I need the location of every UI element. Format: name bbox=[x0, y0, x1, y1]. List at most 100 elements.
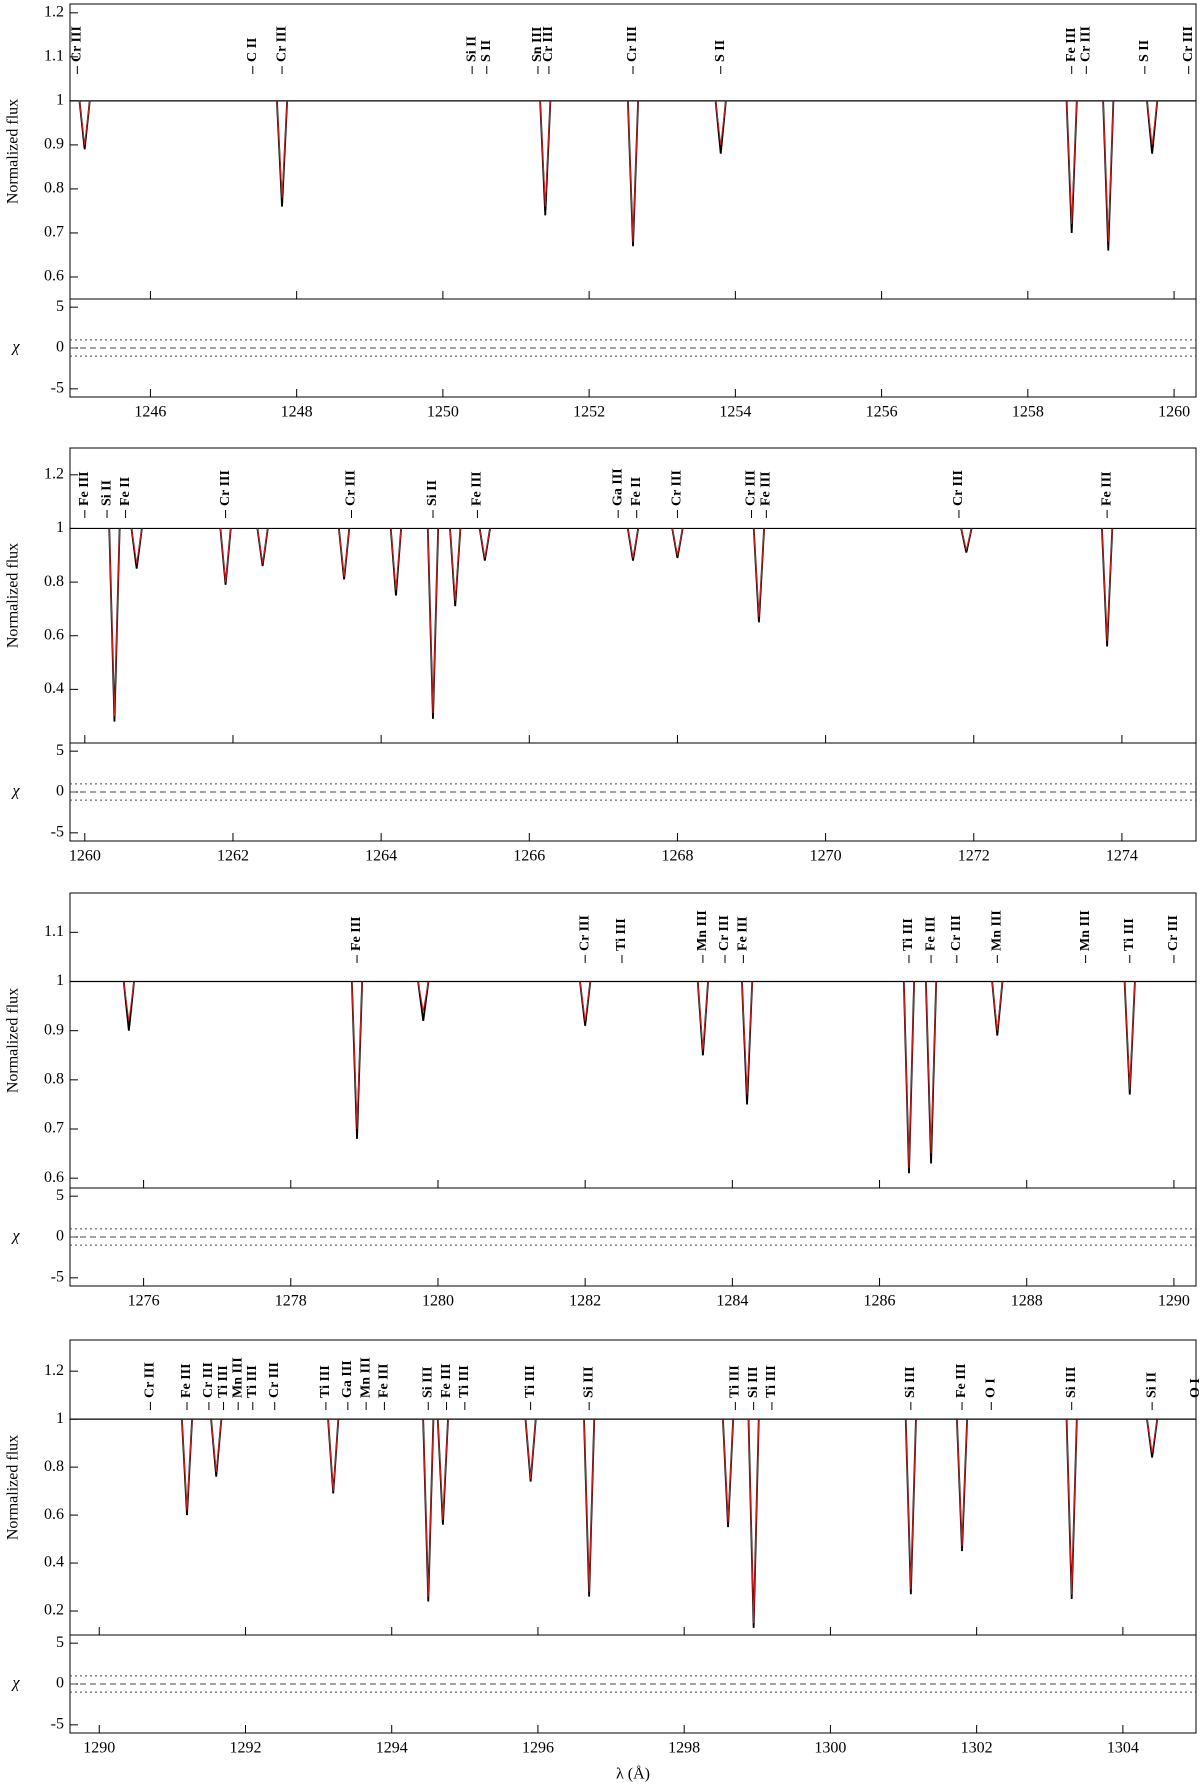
line-id: Si II bbox=[1144, 1372, 1159, 1398]
y-tick-label: 1 bbox=[56, 972, 64, 989]
observed-line bbox=[417, 981, 430, 1021]
observed-line bbox=[1123, 981, 1136, 1095]
x-tick-label: 1282 bbox=[569, 1293, 601, 1310]
residual-y-tick-label: 5 bbox=[56, 1187, 64, 1204]
y-tick-label: 1 bbox=[56, 92, 64, 109]
line-id: Si II bbox=[99, 480, 114, 506]
line-id: Mn III bbox=[230, 1357, 245, 1398]
y-tick-label: 1.2 bbox=[44, 3, 64, 20]
model-line bbox=[1124, 981, 1136, 1090]
plot-frame bbox=[69, 892, 1197, 1189]
observed-line bbox=[925, 981, 938, 1164]
model-line bbox=[960, 528, 973, 551]
x-tick-label: 1270 bbox=[810, 848, 842, 865]
model-line bbox=[79, 100, 91, 145]
model-line bbox=[219, 528, 232, 583]
line-id: Fe III bbox=[954, 1363, 969, 1398]
x-tick-label: 1304 bbox=[1107, 1740, 1139, 1757]
residual-y-tick-label: 0 bbox=[56, 1228, 64, 1245]
line-id: Cr III bbox=[670, 470, 685, 506]
y-tick-label: 0.4 bbox=[44, 680, 64, 697]
y-axis-label: Normalized flux bbox=[5, 99, 22, 204]
residual-y-tick-label: 0 bbox=[56, 783, 64, 800]
x-tick-label: 1286 bbox=[864, 1293, 896, 1310]
observed-line bbox=[180, 1419, 194, 1516]
line-id: Ti III bbox=[245, 1365, 260, 1398]
x-tick-label: 1248 bbox=[281, 404, 313, 421]
model-line bbox=[583, 1419, 595, 1592]
observed-line bbox=[1146, 100, 1159, 154]
observed-line bbox=[583, 1419, 596, 1597]
y-tick-label: 1.2 bbox=[44, 465, 64, 482]
observed-line bbox=[904, 1419, 917, 1595]
line-id: Cr III bbox=[274, 26, 289, 62]
y-tick-label: 0.4 bbox=[44, 1554, 64, 1571]
x-tick-label: 1260 bbox=[1158, 404, 1190, 421]
observed-line bbox=[752, 528, 766, 623]
line-id: Ti III bbox=[614, 918, 629, 951]
line-id: Cr III bbox=[143, 1362, 158, 1398]
x-tick-label: 1262 bbox=[217, 848, 249, 865]
model-line bbox=[181, 1419, 193, 1511]
model-line bbox=[210, 1419, 222, 1472]
line-id: Cr III bbox=[744, 470, 759, 506]
residual-y-tick-label: 5 bbox=[56, 1634, 64, 1651]
y-axis-label: Normalized flux bbox=[5, 543, 22, 648]
x-tick-label: 1250 bbox=[427, 404, 459, 421]
line-id: Ti III bbox=[216, 1365, 231, 1398]
y-tick-label: 0.7 bbox=[44, 1120, 64, 1137]
model-line bbox=[437, 1419, 449, 1520]
residual-axis-label: χ bbox=[10, 339, 20, 356]
model-line bbox=[1101, 528, 1113, 642]
line-id: Ti III bbox=[523, 1365, 538, 1398]
model-line bbox=[753, 528, 765, 617]
model-line bbox=[991, 981, 1003, 1031]
line-id: O I bbox=[983, 1378, 998, 1398]
y-tick-label: 0.2 bbox=[44, 1602, 64, 1619]
line-id: Cr III bbox=[344, 470, 359, 506]
line-id: Cr III bbox=[201, 1362, 216, 1398]
model-line bbox=[338, 528, 350, 577]
line-id: Ti III bbox=[728, 1365, 743, 1398]
y-tick-label: 1 bbox=[56, 1410, 64, 1427]
x-tick-label: 1296 bbox=[522, 1740, 554, 1757]
model-line bbox=[1066, 100, 1078, 225]
model-line bbox=[715, 100, 727, 145]
line-id: Mn III bbox=[990, 910, 1005, 951]
model-line bbox=[390, 528, 402, 591]
x-tick-label: 1260 bbox=[69, 848, 101, 865]
line-id: Cr III bbox=[949, 915, 964, 951]
line-id: Ti III bbox=[457, 1365, 472, 1398]
residual-axis-label: χ bbox=[10, 1675, 20, 1692]
line-id: Si III bbox=[581, 1366, 596, 1398]
line-id: Fe II bbox=[118, 477, 133, 506]
line-id: Ti III bbox=[318, 1365, 333, 1398]
x-tick-label: 1274 bbox=[1106, 848, 1138, 865]
line-id: Fe III bbox=[349, 916, 364, 951]
x-tick-label: 1302 bbox=[961, 1740, 993, 1757]
x-tick-label: 1272 bbox=[958, 848, 990, 865]
x-tick-label: 1300 bbox=[814, 1740, 846, 1757]
x-tick-label: 1264 bbox=[365, 848, 397, 865]
residual-y-tick-label: -5 bbox=[51, 380, 64, 397]
observed-line bbox=[902, 981, 916, 1174]
observed-line bbox=[956, 1419, 969, 1552]
line-id: Cr III bbox=[70, 26, 85, 62]
y-tick-label: 0.9 bbox=[44, 1021, 64, 1038]
model-line bbox=[130, 528, 143, 564]
x-tick-label: 1284 bbox=[716, 1293, 748, 1310]
model-line bbox=[539, 100, 551, 207]
line-id: O I bbox=[1188, 1378, 1200, 1398]
line-id: Fe III bbox=[179, 1363, 194, 1398]
model-line bbox=[351, 981, 363, 1130]
y-tick-label: 0.6 bbox=[44, 268, 64, 285]
line-id: Fe III bbox=[77, 471, 92, 506]
y-tick-label: 0.6 bbox=[44, 1169, 64, 1186]
line-id: Cr III bbox=[541, 26, 556, 62]
model-line bbox=[256, 528, 269, 564]
line-id: Fe II bbox=[629, 477, 644, 506]
line-id: S II bbox=[479, 40, 494, 62]
y-tick-label: 0.9 bbox=[44, 136, 64, 153]
y-axis-label: Normalized flux bbox=[5, 988, 22, 1093]
